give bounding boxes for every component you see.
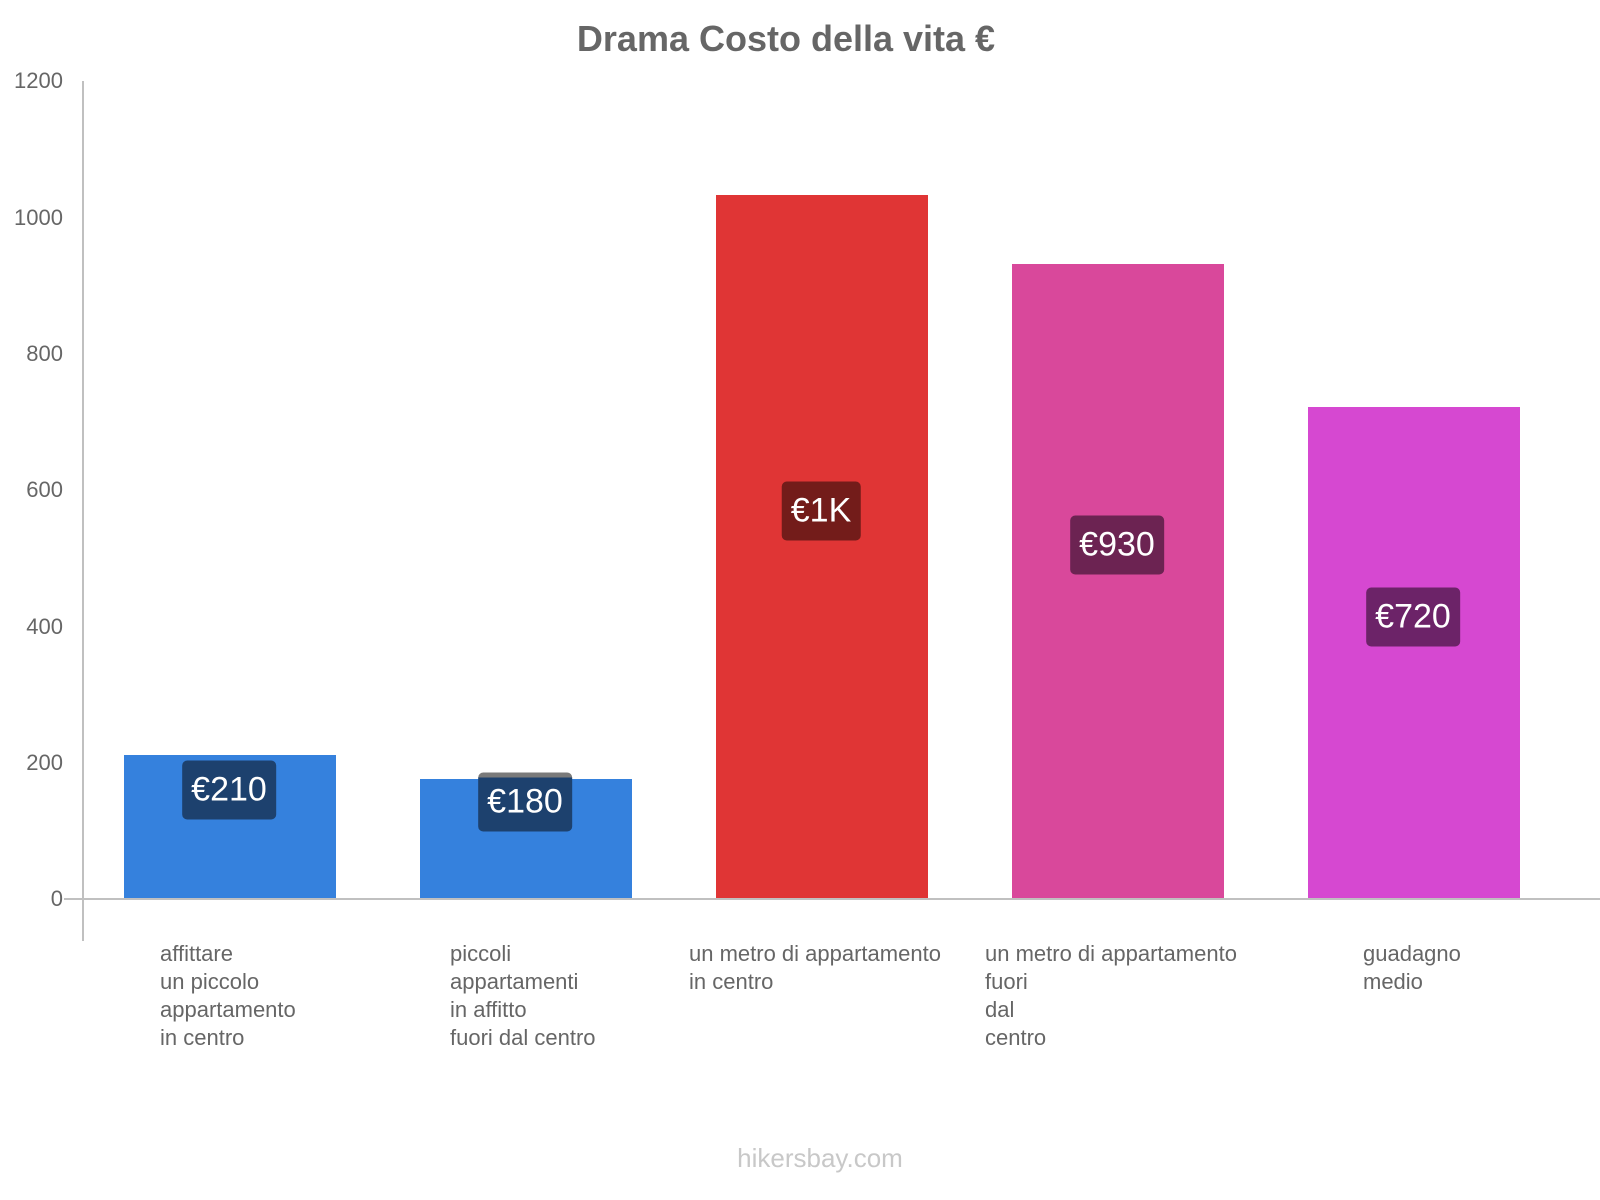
y-tick-1000: 1000 — [14, 205, 63, 230]
bar-average-salary — [1308, 407, 1520, 899]
x-label-line: in centro — [689, 969, 774, 994]
chart-title: Drama Costo della vita € — [576, 18, 996, 59]
x-label-line: un metro di appartamento — [985, 941, 1237, 966]
bar-sqm-apartment-outside-center — [1012, 264, 1224, 899]
x-label-line: fuori dal centro — [450, 1025, 596, 1050]
y-tick-0: 0 — [50, 886, 63, 911]
x-label-sqm-apartment-center: un metro di appartamento in centro — [689, 940, 941, 996]
value-label: €720 — [1366, 587, 1460, 647]
x-label-line: piccoli — [450, 941, 512, 966]
x-label-sqm-apartment-outside-center: un metro di appartamento fuori dal centr… — [985, 940, 1237, 1052]
y-tick-800: 800 — [26, 341, 63, 366]
x-label-line: guadagno — [1363, 941, 1461, 966]
x-label-line: fuori — [985, 969, 1028, 994]
value-label: €210 — [182, 760, 276, 820]
x-label-line: un metro di appartamento — [689, 941, 941, 966]
y-axis-line — [82, 81, 84, 941]
x-label-line: medio — [1363, 969, 1423, 994]
y-tick-400: 400 — [26, 614, 63, 639]
x-label-line: centro — [985, 1025, 1047, 1050]
x-label-line: un piccolo — [160, 969, 260, 994]
x-label-line: in affitto — [450, 997, 527, 1022]
y-tick-1200: 1200 — [14, 68, 63, 93]
y-tick-200: 200 — [26, 750, 63, 775]
x-axis-line — [64, 898, 1600, 900]
bar-sqm-apartment-center — [716, 195, 928, 899]
x-label-line: dal — [985, 997, 1015, 1022]
x-label-line: appartamento — [160, 997, 296, 1022]
y-tick-600: 600 — [26, 477, 63, 502]
footer-watermark: hikersbay.com — [737, 1143, 903, 1173]
x-label-line: appartamenti — [450, 969, 579, 994]
value-label: €930 — [1070, 515, 1164, 575]
x-label-average-salary: guadagno medio — [1363, 940, 1461, 996]
value-label: €180 — [478, 772, 572, 832]
x-label-rent-small-apartment-center: affittare un piccolo appartamento in cen… — [160, 940, 296, 1052]
x-label-line: affittare — [160, 941, 233, 966]
x-label-rent-small-apartments-outside-center: piccoli appartamenti in affitto fuori da… — [450, 940, 596, 1052]
value-label: €1K — [781, 481, 861, 541]
x-label-line: in centro — [160, 1025, 245, 1050]
